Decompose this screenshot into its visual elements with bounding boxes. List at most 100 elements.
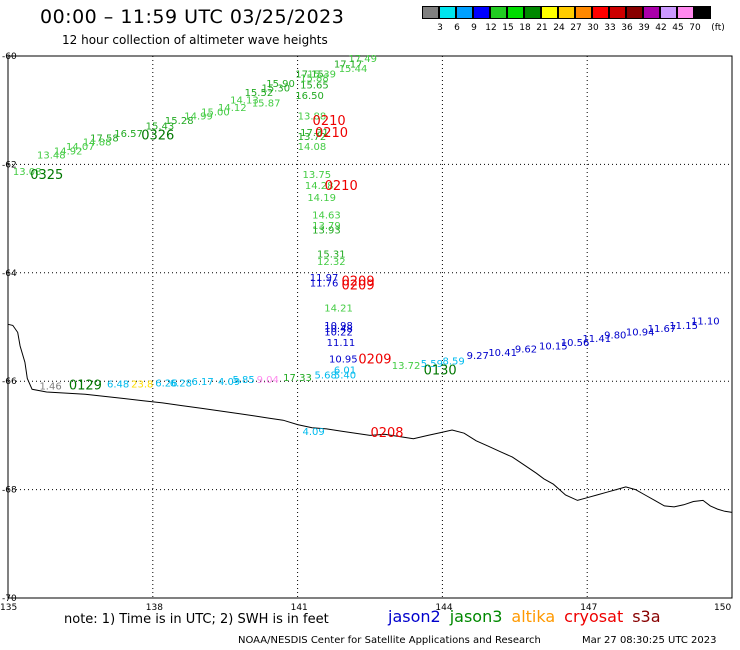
pass-time-label: 0210	[313, 114, 346, 129]
wave-height-label: 14.13	[230, 95, 259, 106]
pass-time-labels: 0210021002100209020902090208032603250129…	[30, 114, 456, 441]
colorbar-label: 21	[536, 23, 548, 33]
satellite-legend: jason2 jason3 altika cryosat s3a	[388, 607, 670, 626]
colorbar-label: 12	[485, 23, 497, 33]
colorbar-swatch	[609, 6, 626, 19]
wave-height-label: 14.99	[184, 112, 213, 123]
colorbar-label: 33	[604, 23, 616, 33]
lat-label: -60	[2, 52, 17, 62]
wave-height-label: 4.09	[218, 377, 240, 388]
page-subtitle: 12 hour collection of altimeter wave hei…	[62, 33, 328, 47]
legend-entry: s3a	[632, 607, 661, 626]
wave-height-label: 11.10	[691, 316, 720, 327]
wave-height-label: 13.75	[302, 170, 331, 181]
wave-height-label: 9.04	[257, 375, 279, 386]
pass-time-label: 0325	[30, 168, 63, 183]
wave-height-label: 14.08	[298, 142, 327, 153]
colorbar-label: 36	[621, 23, 633, 33]
lat-label: -66	[2, 377, 17, 387]
wave-height-label: 5.59	[421, 359, 443, 370]
colorbar-label: 15	[502, 23, 514, 33]
wave-height-label: 14.88	[83, 138, 112, 149]
wave-height-label: 13.72	[392, 361, 421, 372]
wave-height-label: 6.26	[155, 378, 177, 389]
wave-height-label: 10.98	[324, 321, 353, 332]
wave-height-label: 13.72	[298, 132, 327, 143]
wave-height-label: 15.30	[261, 83, 290, 94]
colorbar-swatch	[558, 6, 575, 19]
wave-height-label: 15.00	[201, 107, 230, 118]
lon-label: 138	[146, 603, 163, 613]
wave-height-label: 11.97	[310, 273, 339, 284]
colorbar-swatch	[592, 6, 609, 19]
colorbar-swatch	[456, 6, 473, 19]
map-grid	[7, 55, 733, 599]
lon-label: 144	[435, 603, 452, 613]
wave-height-label: 5.40	[334, 371, 356, 382]
wave-height-label: 17.17	[334, 60, 363, 71]
colorbar-label: 3	[437, 23, 443, 33]
wave-height-label: 14.21	[324, 303, 353, 314]
colorbar-label: 18	[519, 23, 531, 33]
wave-height-label: 10.22	[324, 327, 353, 338]
colorbar-swatch	[694, 6, 711, 19]
coastline-path	[7, 323, 733, 513]
wave-height-label: 17.58	[90, 133, 119, 144]
wave-height-label: 8.59	[442, 357, 464, 368]
wave-height-label: 5.68	[315, 371, 337, 382]
wave-height-label: 6.28	[170, 378, 192, 389]
wave-height-label: 16.57	[114, 129, 143, 140]
colorbar-swatch	[524, 6, 541, 19]
wave-height-label: 15.44	[339, 64, 368, 75]
antarctic-coastline	[7, 323, 733, 513]
wave-height-label: 13.48	[37, 151, 66, 162]
legend-entry: altika	[511, 607, 556, 626]
wave-height-label: 13.93	[312, 225, 341, 236]
wave-height-label: 10.94	[626, 327, 655, 338]
wave-height-label: 15.88	[300, 74, 329, 85]
wave-height-label: 11.76	[310, 279, 339, 290]
wave-height-label: 14.92	[54, 146, 83, 157]
wave-height-label: 15.28	[165, 116, 194, 127]
colorbar-label: 30	[587, 23, 599, 33]
wave-height-label: 17.15	[295, 69, 324, 80]
colorbar-swatch	[541, 6, 558, 19]
wave-height-label: 4.09	[302, 427, 324, 438]
wave-height-label: 9.80	[604, 331, 626, 342]
lon-label: 147	[580, 603, 597, 613]
colorbar-label: 42	[655, 23, 667, 33]
wave-height-label: 17.31	[300, 128, 329, 139]
wave-height-label: 15.90	[266, 79, 295, 90]
wave-height-label: 15.39	[307, 69, 336, 80]
wave-height-label: 10.15	[539, 341, 568, 352]
colorbar-swatch	[422, 6, 439, 19]
wave-height-label: 9.62	[515, 345, 537, 356]
credit-line: NOAA/NESDIS Center for Satellite Applica…	[238, 635, 541, 646]
wave-height-label: 10.95	[329, 354, 358, 365]
wave-height-label: 12.32	[317, 257, 346, 268]
map-frame	[7, 55, 733, 599]
wave-height-label: 17.33	[283, 373, 312, 384]
wave-height-label: 14.28	[305, 181, 334, 192]
wave-height-label: 1.46	[39, 382, 61, 393]
wave-height-label: 15.87	[252, 99, 281, 110]
wave-height-label: 11.41	[582, 334, 611, 345]
wave-height-label: 11.11	[327, 338, 356, 349]
lon-label: 135	[0, 603, 17, 613]
lon-label: 150	[714, 603, 731, 613]
generated-timestamp: Mar 27 08:30:25 UTC 2023	[582, 635, 717, 646]
wave-height-label: 15.65	[300, 81, 329, 92]
colorbar-label: 6	[454, 23, 460, 33]
pass-time-label: 0209	[358, 352, 391, 367]
pass-time-label: 0209	[342, 279, 375, 294]
wave-height-label: 11.67	[648, 324, 677, 335]
wave-height-label: 15.52	[245, 88, 274, 99]
footer-note: note: 1) Time is in UTC; 2) SWH is in fe…	[64, 612, 329, 627]
pass-time-label: 0130	[424, 363, 457, 378]
colorbar-swatch	[677, 6, 694, 19]
pass-time-label: 0208	[370, 426, 403, 441]
wave-height-label: 6.48	[107, 379, 129, 390]
wave-height-label: 17.49	[348, 54, 377, 65]
wave-height-label: 10.48	[324, 324, 353, 335]
